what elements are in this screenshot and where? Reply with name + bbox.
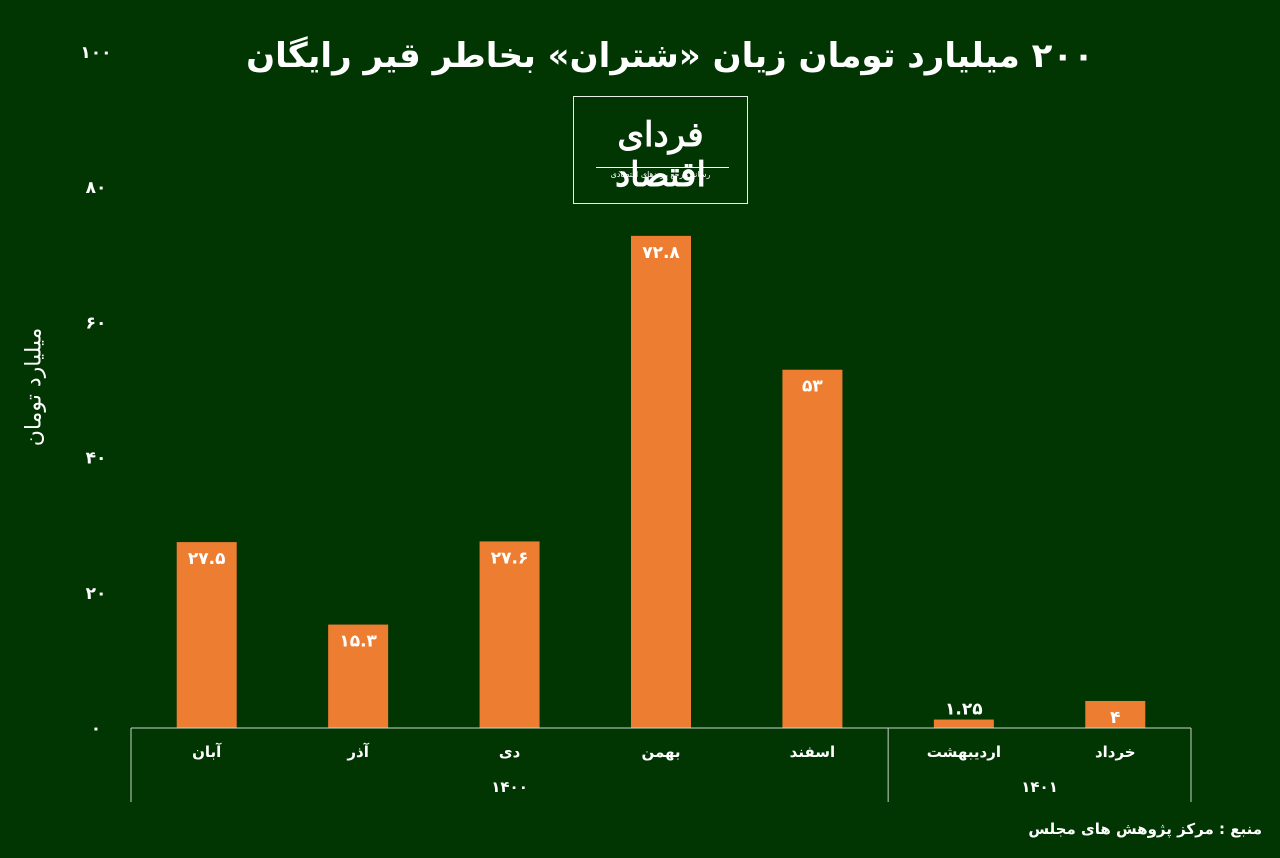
data-label: ۷۲.۸ <box>642 243 680 263</box>
y-tick-label: ۴۰ <box>86 449 107 469</box>
category-label: اردیبهشت <box>927 743 1001 761</box>
bar <box>631 235 691 728</box>
category-label: اسفند <box>790 743 835 761</box>
group-label: ۱۴۰۱ <box>1021 778 1058 796</box>
data-label: ۲۷.۵ <box>188 549 226 569</box>
group-label: ۱۴۰۰ <box>491 778 528 796</box>
y-tick-label: ۰ <box>91 719 101 739</box>
bar <box>782 369 843 728</box>
source-note: منبع : مرکز پژوهش های مجلس <box>1028 820 1262 838</box>
data-label: ۱.۲۵ <box>945 700 983 720</box>
y-tick-label: ۱۰۰ <box>80 43 111 63</box>
y-tick-label: ۸۰ <box>86 178 107 198</box>
logo-divider <box>596 167 729 168</box>
category-label: آذر <box>346 743 369 761</box>
category-label: دی <box>499 743 521 761</box>
logo: فردای اقتصاد رسانه مرجع روندهای اقتصادی <box>573 96 748 204</box>
category-label: آبان <box>192 743 222 761</box>
bar <box>933 719 994 728</box>
bar <box>328 624 389 728</box>
category-label: خرداد <box>1095 743 1136 761</box>
bar <box>176 542 237 728</box>
category-label: بهمن <box>641 743 680 761</box>
y-tick-label: ۲۰ <box>86 584 107 604</box>
data-label: ۵۳ <box>802 377 823 397</box>
chart-title: ۲۰۰ میلیارد تومان زیان «شتران» بخاطر قیر… <box>246 36 1094 76</box>
data-label: ۲۷.۶ <box>491 548 529 568</box>
bar <box>479 541 540 728</box>
logo-tagline: رسانه مرجع روندهای اقتصادی <box>610 170 711 179</box>
bar <box>1085 700 1146 728</box>
data-label: ۱۵.۳ <box>339 632 377 652</box>
data-label: ۴ <box>1110 708 1120 728</box>
y-tick-label: ۶۰ <box>86 313 107 333</box>
logo-name: فردای اقتصاد <box>615 115 706 195</box>
